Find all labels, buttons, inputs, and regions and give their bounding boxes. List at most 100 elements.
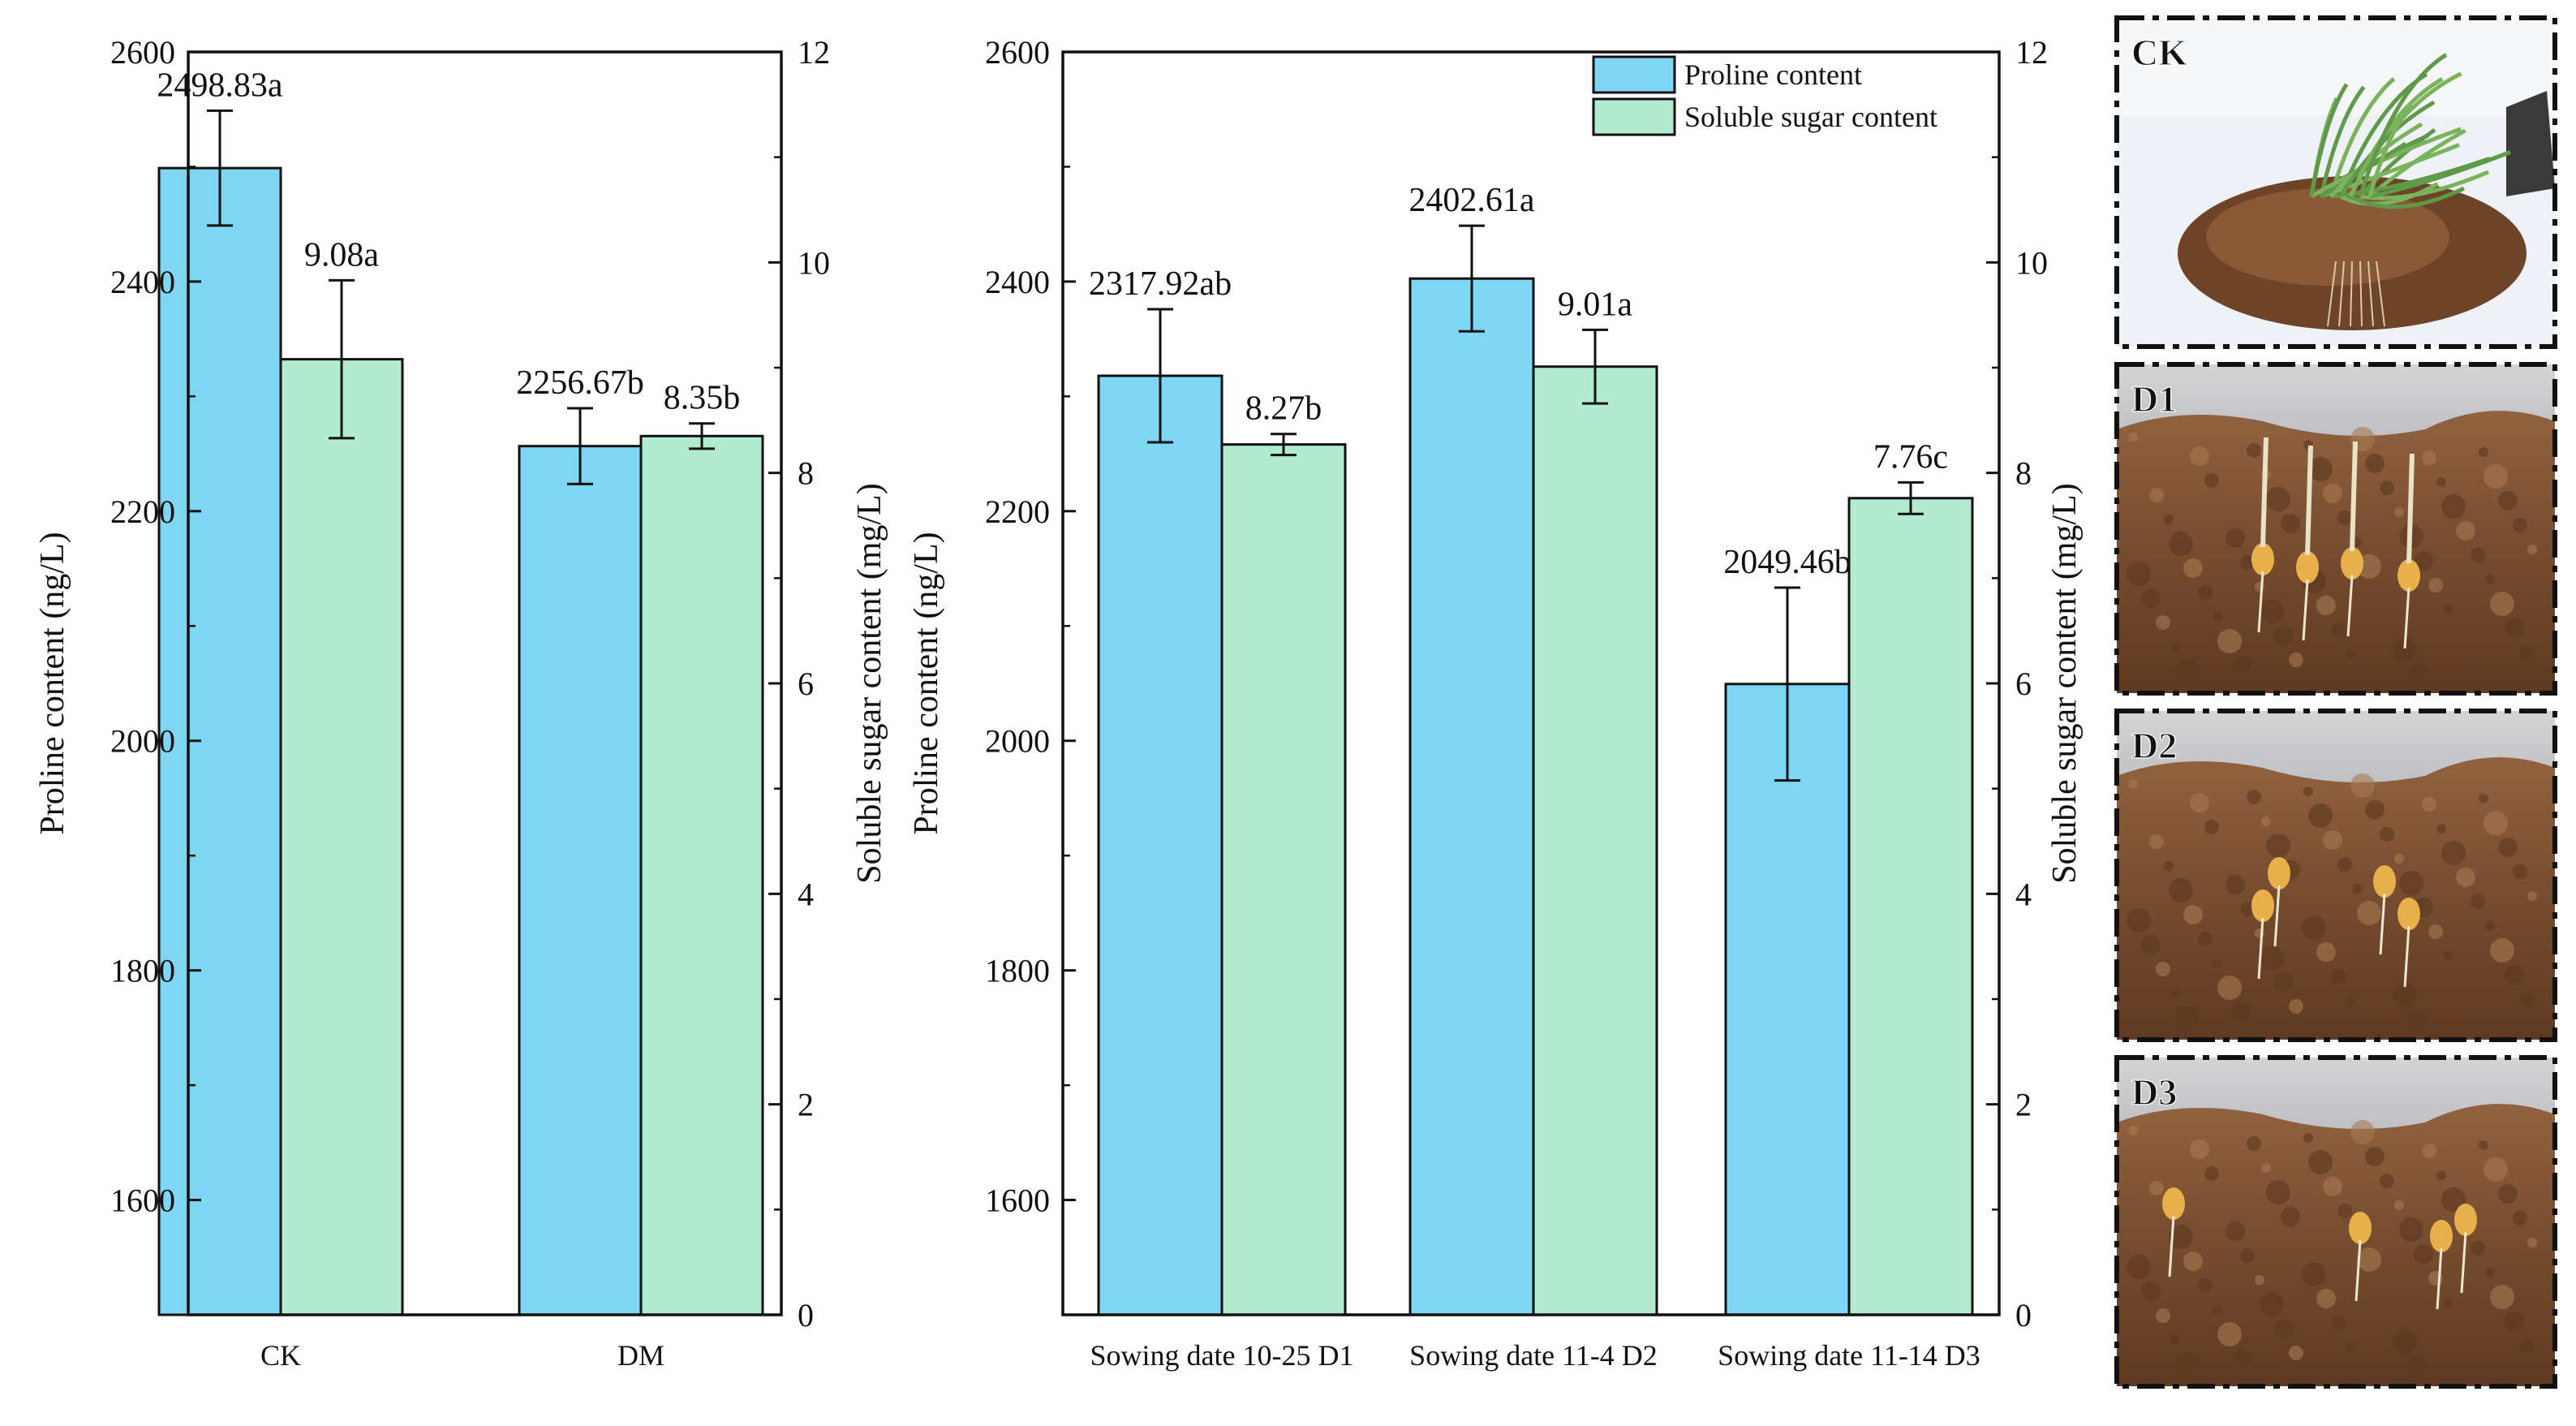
right-tick-label: 12 <box>2015 34 2048 71</box>
bar-proline-1-1 <box>157 166 282 1316</box>
bar-proline-1-2 <box>518 445 643 1316</box>
data-label: 9.08a <box>304 236 380 274</box>
error-bar-1-2-2 <box>689 422 715 450</box>
photo-d1: D1 <box>2114 362 2557 696</box>
bar-proline-2-3 <box>1724 683 1851 1316</box>
photo-border <box>2114 1055 2557 1389</box>
left-tick-label: 1600 <box>110 1183 175 1219</box>
data-label: 2049.46b <box>1723 544 1851 581</box>
legend-swatch-proline <box>1592 55 1676 94</box>
x-tick-label: Sowing date 11-4 D2 <box>1409 1339 1658 1372</box>
seed <box>2162 1187 2185 1220</box>
photo-border <box>2114 362 2557 696</box>
y2-axis-title: Soluble sugar content (mg/L) <box>2046 483 2084 883</box>
bar-proline-2-1 <box>1097 374 1223 1316</box>
right-tick-label: 10 <box>798 244 830 281</box>
right-tick-label: 0 <box>2015 1297 2032 1333</box>
legend: Proline content Soluble sugar content <box>1592 55 1937 136</box>
seed <box>2398 898 2420 930</box>
x-tick-label: CK <box>260 1339 301 1372</box>
data-label: 2256.67b <box>516 364 644 402</box>
seed <box>2268 857 2290 890</box>
bar-sugar-2-3 <box>1847 497 1974 1316</box>
right-tick-label: 2 <box>798 1087 814 1123</box>
left-tick-label: 2200 <box>110 493 175 530</box>
seed <box>2349 1212 2372 1244</box>
seed <box>2341 547 2363 579</box>
seed <box>2454 1204 2477 1236</box>
y-axis-title: Proline content (ng/L) <box>908 532 945 834</box>
seed <box>2251 890 2274 922</box>
left-tick-label: 1600 <box>985 1183 1050 1219</box>
data-label: 7.76c <box>1873 438 1948 476</box>
photo-label: CK <box>2131 32 2187 73</box>
error-bar-2-2-1 <box>1271 433 1297 457</box>
photo-d3: D3 <box>2114 1055 2557 1389</box>
left-tick-label: 2000 <box>110 723 175 760</box>
left-tick-label: 2400 <box>985 264 1050 300</box>
right-tick-label: 4 <box>798 876 814 912</box>
error-bar-2-2-2 <box>1582 328 1608 405</box>
error-bar-2-1-2 <box>1459 224 1485 333</box>
left-tick-label: 2400 <box>110 264 175 300</box>
x-tick-label: Sowing date 11-14 D3 <box>1718 1339 1980 1372</box>
bar-sugar-2-1 <box>1220 443 1347 1316</box>
snow-top <box>2117 711 2555 782</box>
right-tick-label: 12 <box>798 34 830 71</box>
data-label: 2498.83a <box>157 67 283 104</box>
error-bar-1-1-2 <box>567 407 593 485</box>
x-tick-label: DM <box>617 1339 664 1372</box>
photo-ck: CK <box>2114 15 2557 349</box>
data-label: 2402.61a <box>1408 182 1535 219</box>
photo-panel: CK D1 D2 D3 <box>2114 15 2557 1389</box>
right-tick-label: 2 <box>2015 1087 2032 1123</box>
data-label: 8.27b <box>1245 390 1322 428</box>
right-tick-label: 8 <box>2015 455 2032 492</box>
right-tick-label: 6 <box>2015 666 2032 702</box>
right-tick-label: 0 <box>798 1297 814 1333</box>
right-tick-label: 4 <box>2015 876 2032 912</box>
legend-label: Proline content <box>1684 58 1862 91</box>
photo-label: D2 <box>2131 725 2177 766</box>
chart-sowing-date: 2317.92ab 8.27b Sowing date 10-25 D1 2402.6… <box>908 34 2084 1372</box>
photo-border <box>2114 15 2557 349</box>
data-label: 8.35b <box>664 380 741 417</box>
data-label: 9.01a <box>1558 286 1633 323</box>
legend-swatch-sugar <box>1592 97 1676 136</box>
left-tick-label: 1800 <box>110 953 175 989</box>
error-bar-2-1-3 <box>1774 586 1800 782</box>
photo-d2: D2 <box>2114 709 2557 1042</box>
right-tick-label: 6 <box>798 666 814 702</box>
error-bar-2-2-3 <box>1898 480 1924 515</box>
bar-sugar-2-2 <box>1532 365 1658 1316</box>
seed <box>2430 1220 2453 1252</box>
data-label: 2317.92ab <box>1089 265 1232 303</box>
snow-top <box>2117 1058 2555 1129</box>
bar-sugar-1-1 <box>279 358 404 1316</box>
photo-label: D1 <box>2131 378 2177 420</box>
y2-axis-title: Soluble sugar content (mg/L) <box>851 483 888 883</box>
seed <box>2373 865 2396 898</box>
x-tick-label: Sowing date 10-25 D1 <box>1090 1339 1354 1372</box>
y-axis-title: Proline content (ng/L) <box>34 532 71 834</box>
right-tick-label: 8 <box>798 455 814 492</box>
error-bar-1-1-1 <box>207 109 233 227</box>
photo-label: D3 <box>2131 1071 2177 1113</box>
seed <box>2251 543 2274 575</box>
bar-proline-2-2 <box>1408 277 1535 1316</box>
left-tick-label: 2600 <box>985 34 1050 71</box>
bar-sugar-1-2 <box>639 434 764 1316</box>
left-tick-label: 2000 <box>985 723 1050 760</box>
seed <box>2296 551 2319 584</box>
left-tick-label: 2600 <box>110 34 175 71</box>
left-tick-label: 1800 <box>985 953 1050 989</box>
error-bar-1-2-1 <box>329 278 355 440</box>
right-tick-label: 10 <box>2015 244 2048 281</box>
seed <box>2398 559 2420 592</box>
error-bar-2-1-1 <box>1147 308 1173 444</box>
photo-border <box>2114 709 2557 1042</box>
snow-top <box>2117 364 2555 436</box>
left-tick-label: 2200 <box>985 493 1050 530</box>
